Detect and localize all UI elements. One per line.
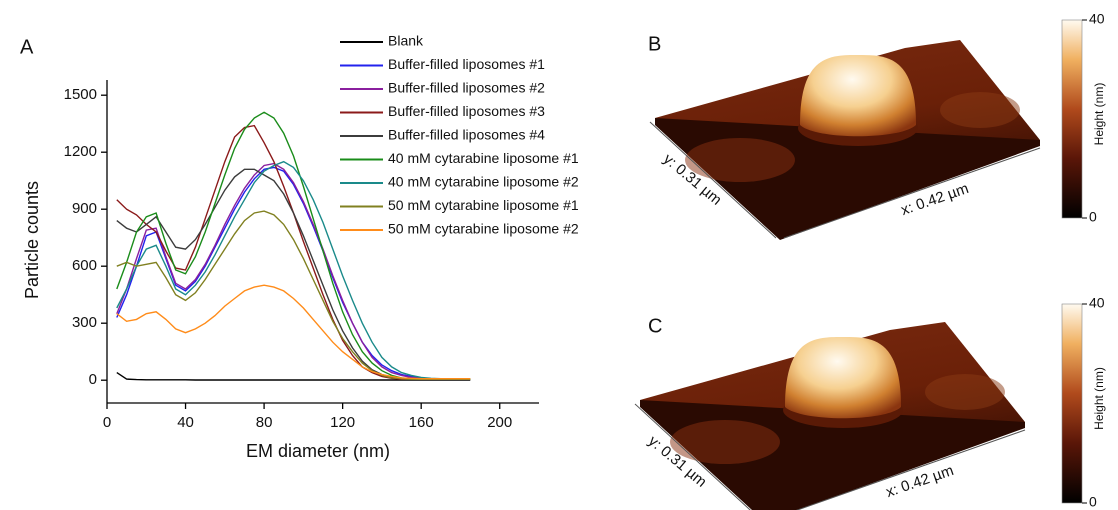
colorbar [1061,19,1083,219]
x-tick-label: 120 [330,414,355,431]
dome [800,55,916,137]
legend-label: 50 mM cytarabine liposome #2 [388,221,579,237]
axis-line [783,147,1041,239]
surface-bump [940,92,1020,128]
colorbar-tick-label: 0 [1089,209,1097,225]
x-tick-label: 160 [409,414,434,431]
x-tick-label: 0 [103,414,111,431]
axis-line [634,403,751,510]
series-line [116,166,471,380]
x-tick-label: 200 [487,414,512,431]
panel-label: C [648,315,662,337]
dome [785,337,901,419]
colorbar-label: Height (nm) [1092,367,1106,430]
series-line [116,210,471,380]
y-tick-label: 1200 [64,143,97,160]
x-tick-label: 80 [256,414,273,431]
y-tick-label: 900 [72,200,97,217]
colorbar-tick-label: 0 [1089,494,1097,510]
colorbar-label: Height (nm) [1092,83,1106,146]
colorbar-tick-label: 40 [1089,295,1105,311]
series-line [116,160,471,380]
panel-label: B [648,33,661,55]
axis-line [795,429,1026,510]
axis-line [649,121,777,239]
panel-label: A [20,36,34,58]
x-axis-label: EM diameter (nm) [246,441,390,461]
y-tick-label: 600 [72,257,97,274]
legend-label: Buffer-filled liposomes #4 [388,127,545,143]
x-tick-label: 40 [177,414,194,431]
surface-bump [670,420,780,464]
surface-bump [925,374,1005,410]
y-tick-label: 1500 [64,86,97,103]
colorbar [1061,303,1083,504]
legend-label: Buffer-filled liposomes #1 [388,56,545,72]
series-line [116,284,471,380]
y-tick-label: 0 [89,371,97,388]
afm-surface: x: 0.42 µmy: 0.31 µm [649,40,1041,240]
legend-label: Buffer-filled liposomes #3 [388,103,545,119]
legend-label: Blank [388,33,424,49]
legend-label: 40 mM cytarabine liposome #1 [388,150,579,166]
afm-surface: x: 0.42 µmy: 0.31 µm [634,322,1026,510]
colorbar-tick-label: 40 [1089,11,1105,27]
y-tick-label: 300 [72,314,97,331]
series-line [116,162,471,380]
legend-label: Buffer-filled liposomes #2 [388,80,545,96]
legend-label: 40 mM cytarabine liposome #2 [388,174,579,190]
surface-bump [685,138,795,182]
y-axis-label: Particle counts [22,181,42,299]
legend-label: 50 mM cytarabine liposome #1 [388,197,579,213]
